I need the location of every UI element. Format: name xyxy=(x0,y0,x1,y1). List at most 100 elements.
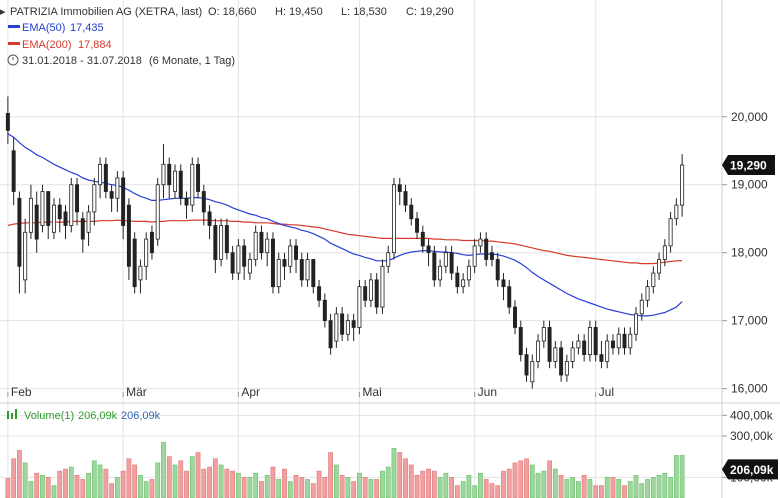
candle-body xyxy=(11,150,16,192)
volume-label: Volume(1) xyxy=(24,410,74,422)
candle-body xyxy=(472,245,477,267)
month-label: Jul xyxy=(599,385,614,399)
candle-body xyxy=(662,245,667,260)
volume-bar xyxy=(230,470,236,498)
volume-bar xyxy=(120,470,126,498)
volume-bar xyxy=(138,474,143,498)
volume-bar xyxy=(293,474,299,498)
candle-body xyxy=(69,184,74,226)
candle-body xyxy=(449,252,454,274)
candle-body xyxy=(207,211,212,226)
candle-body xyxy=(455,272,460,288)
ema-lines xyxy=(7,133,683,317)
volume-tick-label: 400,00k xyxy=(730,408,774,422)
volume-bar xyxy=(310,483,316,498)
candle-body xyxy=(622,333,627,349)
candle-body xyxy=(213,225,218,260)
volume-bar xyxy=(431,470,437,498)
legend-arrow: ▸ xyxy=(0,6,6,18)
candle-body xyxy=(28,197,33,233)
volume-bar xyxy=(420,470,426,498)
volume-bar xyxy=(86,472,91,498)
volume-bar xyxy=(483,479,489,498)
volume-bar xyxy=(564,479,570,498)
volume-bar xyxy=(149,479,155,498)
candle-body xyxy=(501,279,506,288)
price-tick-label: 17,000 xyxy=(731,314,768,328)
candle-body xyxy=(668,218,673,247)
candle-body xyxy=(253,231,258,260)
price-tick-label: 16,000 xyxy=(731,382,768,396)
volume-legend: Volume(1) 206,09k 206,09k xyxy=(7,409,161,422)
candle-body xyxy=(380,265,385,308)
candle-body xyxy=(265,238,270,254)
volume-value-2: 206,09k xyxy=(121,410,161,422)
candle-body xyxy=(190,163,195,206)
candle-body xyxy=(242,245,247,267)
volume-bar xyxy=(656,474,662,498)
candle-body xyxy=(247,259,252,274)
volume-bar xyxy=(633,474,639,498)
candle-body xyxy=(420,231,425,247)
volume-bar xyxy=(449,477,454,498)
volume-bar xyxy=(679,455,685,498)
month-label: Feb xyxy=(11,385,32,399)
last-volume-tag-shape xyxy=(722,459,778,480)
candle-body xyxy=(403,191,408,206)
volume-bar xyxy=(45,477,51,498)
candle-body xyxy=(593,327,598,356)
volume-bar xyxy=(172,464,178,498)
candle-body xyxy=(322,299,327,322)
volume-bar xyxy=(155,462,161,498)
volume-bar xyxy=(97,464,103,498)
volume-bar xyxy=(218,464,224,498)
candle-body xyxy=(530,361,535,383)
candle-body xyxy=(443,252,448,267)
candle-body xyxy=(645,286,650,301)
last-price-tag-value: 19,290 xyxy=(730,159,767,173)
volume-bar xyxy=(454,485,460,498)
volume-bar xyxy=(414,474,420,498)
volume-bar xyxy=(241,477,247,498)
candle-body xyxy=(357,286,362,328)
volume-bar xyxy=(385,466,391,498)
volume-bar xyxy=(437,477,443,498)
volume-bar xyxy=(287,481,293,498)
candle-body xyxy=(138,265,143,281)
candle-body xyxy=(363,286,368,301)
volume-bar xyxy=(668,477,673,498)
candle-body xyxy=(564,361,569,376)
clock-icon xyxy=(7,54,19,66)
volume-icon xyxy=(7,411,9,419)
month-label: Mär xyxy=(126,385,147,399)
candle-body xyxy=(634,313,639,335)
volume-bar xyxy=(472,485,478,498)
volume-bar xyxy=(558,474,564,498)
volume-bar xyxy=(570,477,576,498)
candle-body xyxy=(184,197,189,206)
candle-body xyxy=(582,340,587,356)
candle-body xyxy=(288,245,293,267)
ema200-value: 17,884 xyxy=(78,39,112,51)
volume-bar xyxy=(650,477,656,498)
price-axis: 20,000 19,000 18,000 17,000 16,000 xyxy=(721,0,768,498)
price-grid xyxy=(0,0,722,498)
candle-body xyxy=(98,163,103,186)
volume-bar xyxy=(552,468,558,498)
volume-bar xyxy=(333,464,339,498)
volume-bar xyxy=(610,477,616,498)
volume-bar xyxy=(547,460,552,498)
candle-body xyxy=(345,320,350,335)
price-tick-label: 18,000 xyxy=(731,246,768,260)
volume-bar xyxy=(51,485,57,498)
candle-body xyxy=(23,231,28,281)
candle-body xyxy=(570,347,575,362)
chart-legend: ▸ PATRIZIA Immobilien AG (XETRA, last) O… xyxy=(0,6,454,67)
volume-bar xyxy=(362,477,368,498)
candle-body xyxy=(167,163,172,186)
volume-bar xyxy=(184,470,189,498)
volume-bar xyxy=(103,468,109,498)
candle-body xyxy=(397,184,402,192)
volume-bar xyxy=(662,472,668,498)
